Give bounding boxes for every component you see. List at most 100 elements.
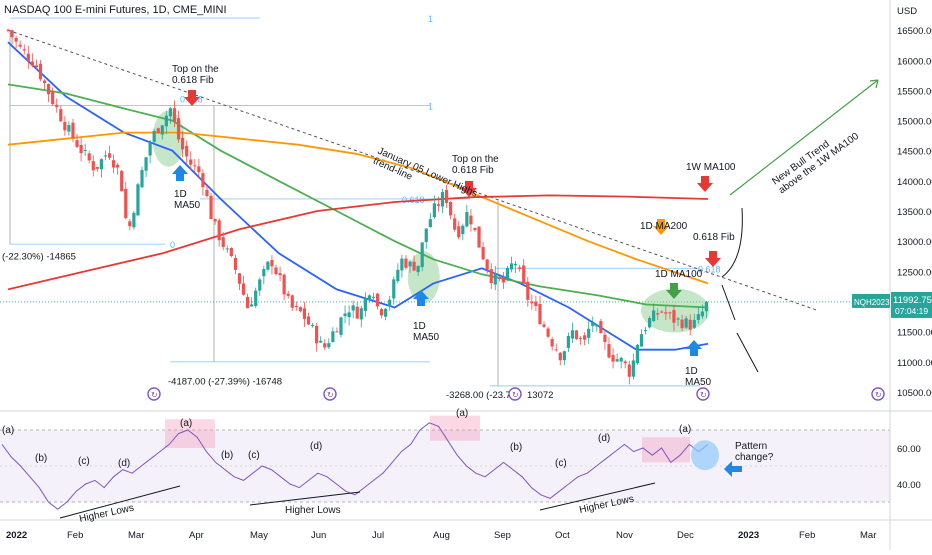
candle-body (518, 267, 522, 269)
candle-body (160, 125, 164, 135)
candle-body (47, 84, 51, 95)
candle-body (388, 299, 392, 307)
candle-body (704, 301, 709, 312)
candle-body (164, 115, 168, 127)
rsi-wave-label: (a) (180, 418, 192, 429)
candle-body (587, 328, 591, 338)
rsi-wave-label: (b) (221, 450, 233, 461)
y-tick-label: 13000.00 (897, 237, 932, 248)
candle-body (250, 304, 254, 307)
candle-body (615, 359, 619, 362)
candle-body (363, 298, 367, 311)
candle-body (79, 145, 83, 154)
event-icon[interactable] (696, 387, 710, 401)
candle-body (193, 165, 197, 167)
candle-body (692, 319, 696, 328)
candle-body (132, 212, 136, 228)
rsi-wave-label: (a) (2, 425, 14, 436)
event-icon[interactable] (323, 387, 337, 401)
candle-body (485, 259, 489, 270)
candle-body (221, 237, 225, 247)
candle-body (591, 322, 595, 327)
red-arrow-icon (697, 176, 713, 192)
candle-body (128, 221, 132, 227)
y-tick-label: 13500.00 (897, 207, 932, 218)
ma200-line (7, 83, 709, 309)
candle-body (294, 305, 298, 307)
candle-body (323, 343, 327, 348)
blue-arrow-icon (686, 340, 702, 356)
candle-body (245, 296, 250, 309)
candle-body (355, 306, 359, 319)
event-icon[interactable] (147, 387, 161, 401)
candle-body (639, 334, 644, 347)
candle-body (152, 130, 156, 142)
event-icon[interactable] (508, 387, 522, 401)
symbol-tag-label: NQH2023 (854, 298, 890, 307)
y-tick-label: 10500.00 (897, 388, 932, 399)
candle-body (351, 305, 355, 311)
candle-body (315, 326, 319, 344)
candle-body (578, 337, 583, 339)
x-tick-label: 2022 (6, 530, 27, 541)
candle-body (67, 125, 71, 132)
projection-down-arrow (721, 284, 736, 321)
candle-body (680, 319, 684, 329)
candle-body (566, 335, 570, 348)
candle-body (339, 317, 343, 335)
candle-body (570, 330, 575, 339)
candle-body (116, 164, 120, 168)
candle-body (412, 261, 416, 271)
candle-body (327, 343, 331, 348)
rsi-wave-label: (b) (35, 453, 47, 464)
x-tick-label: May (250, 530, 268, 541)
candle-body (22, 49, 26, 51)
event-icon-glyph: ↻ (151, 391, 158, 400)
rsi-y-tick-label: 40.00 (897, 480, 921, 491)
blue-arrow-icon (413, 290, 429, 306)
candle-body (627, 364, 631, 377)
candle-body (505, 267, 510, 280)
candle-body (168, 108, 173, 117)
candle-body (404, 258, 408, 268)
candle-body (258, 279, 262, 291)
candle-body (668, 312, 672, 314)
candle-body (428, 219, 432, 228)
candle-body (181, 138, 185, 150)
candle-body (237, 273, 242, 284)
candle-body (30, 61, 34, 66)
candle-body (400, 258, 404, 271)
higher-lows-label: Higher Lows (285, 505, 341, 516)
lower-highs-trendline (7, 29, 819, 311)
event-icon[interactable] (871, 387, 885, 401)
candle-body (83, 149, 87, 151)
candle-body (367, 295, 372, 301)
candle-body (176, 118, 181, 140)
candle-body (197, 166, 201, 173)
candle-body (14, 37, 18, 42)
candle-body (302, 308, 307, 320)
candle-body (583, 335, 587, 340)
candle-body (205, 189, 209, 197)
candle-body (99, 159, 103, 170)
candle-body (676, 318, 680, 320)
candle-body (656, 313, 660, 315)
x-tick-label: Feb (67, 530, 83, 541)
candle-body (696, 314, 700, 320)
candle-body (55, 104, 59, 108)
candle-body (546, 328, 550, 337)
candle-body (371, 296, 376, 298)
pattern-change-label: Pattern change? (735, 441, 774, 463)
currency-label: USD (897, 6, 917, 17)
x-tick-label: Jun (311, 530, 326, 541)
candle-body (107, 153, 112, 158)
candle-body (75, 140, 79, 147)
x-tick-label: Aug (433, 530, 450, 541)
x-tick-label: Oct (555, 530, 570, 541)
candle-body (185, 145, 189, 157)
candle-body (229, 247, 233, 257)
candle-body (489, 269, 493, 284)
y-tick-label: 14000.00 (897, 177, 932, 188)
measure-label: 13072 (527, 390, 553, 401)
